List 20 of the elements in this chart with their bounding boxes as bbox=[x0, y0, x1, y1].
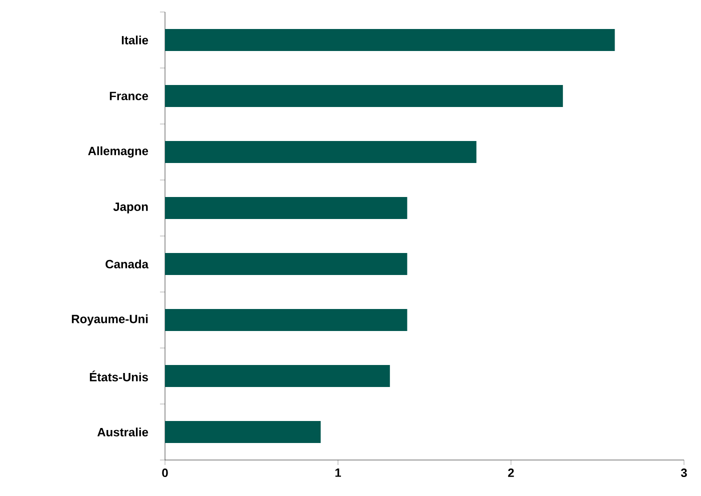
x-tick-label: 0 bbox=[162, 468, 168, 478]
y-tick-label: Canada bbox=[106, 260, 149, 268]
y-tick-label: Australie bbox=[97, 428, 148, 436]
bar bbox=[165, 365, 390, 388]
y-tick-label: Royaume-Uni bbox=[72, 314, 148, 326]
bar bbox=[165, 29, 615, 52]
y-tick-label: France bbox=[110, 92, 148, 100]
x-tick-label: 1 bbox=[335, 468, 341, 477]
y-tick-label: Italie bbox=[122, 36, 148, 44]
y-tick-label: Allemagne bbox=[88, 146, 148, 158]
x-tick-label: 2 bbox=[508, 468, 514, 477]
bar bbox=[165, 253, 408, 276]
bar bbox=[165, 421, 321, 444]
y-tick-label: Japon bbox=[113, 202, 148, 214]
bar bbox=[165, 85, 563, 108]
bar bbox=[165, 309, 408, 332]
x-tick-label: 3 bbox=[680, 468, 687, 478]
bar bbox=[165, 197, 408, 220]
y-tick-label: États-Unis bbox=[90, 370, 148, 382]
bar bbox=[165, 141, 476, 164]
